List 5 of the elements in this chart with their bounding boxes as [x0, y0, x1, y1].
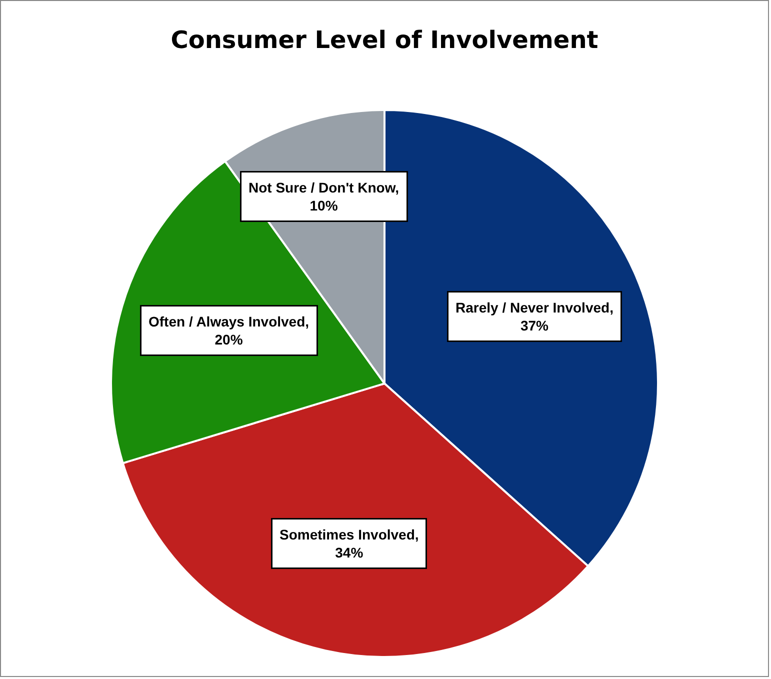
slice-label: Not Sure / Don't Know, 10% [248, 180, 400, 214]
slice-label: Often / Always Involved, 20% [148, 314, 310, 348]
slice-label: Rarely / Never Involved, 37% [456, 300, 614, 334]
chart-title: Consumer Level of Involvement [170, 26, 598, 54]
slice-label: Sometimes Involved, 34% [280, 526, 419, 561]
